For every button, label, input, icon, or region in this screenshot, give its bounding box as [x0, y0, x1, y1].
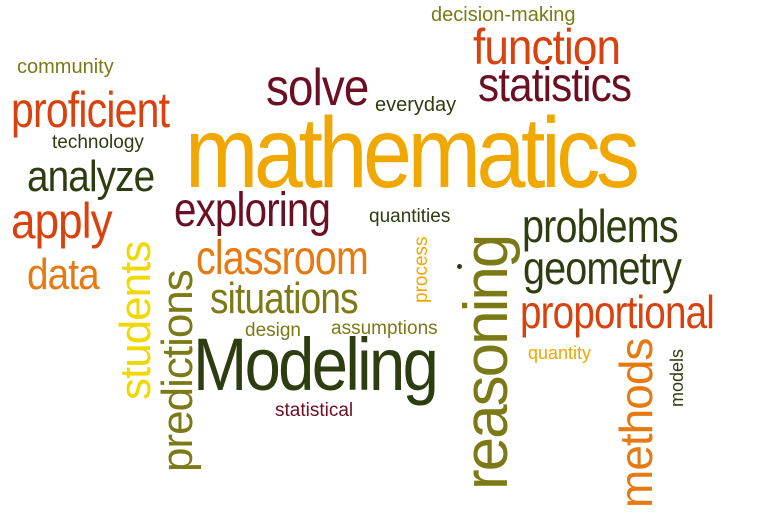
word-classroom: classroom	[196, 232, 369, 285]
word-community: community	[17, 56, 114, 78]
word-geometry: geometry	[523, 242, 682, 294]
word-solve: solve	[266, 59, 369, 117]
word-process: process	[411, 236, 432, 303]
word-predictions: predictions	[153, 270, 202, 472]
word-exploring: exploring	[174, 184, 331, 237]
word-everyday: everyday	[375, 94, 457, 116]
dot-decoration	[457, 264, 462, 269]
word-design: design	[245, 320, 301, 341]
word-situations: situations	[210, 274, 359, 323]
word-proportional: proportional	[520, 286, 715, 338]
word-apply: apply	[11, 193, 113, 249]
word-quantities: quantities	[369, 206, 451, 227]
word-function: function	[473, 19, 621, 75]
word-students: students	[111, 241, 160, 400]
word-mathematics: mathematics	[185, 97, 640, 209]
word-problems: problems	[522, 200, 679, 252]
word-modeling: Modeling	[193, 323, 439, 406]
word-models: models	[667, 348, 687, 407]
word-data: data	[27, 250, 100, 299]
word-decision-making: decision-making	[431, 4, 576, 26]
word-methods: methods	[610, 338, 662, 508]
word-technology: technology	[52, 132, 144, 153]
word-quantity: quantity	[528, 343, 592, 363]
word-analyze: analyze	[27, 152, 155, 201]
word-reasoning: reasoning	[452, 235, 521, 490]
word-statistical: statistical	[275, 400, 354, 421]
word-assumptions: assumptions	[331, 318, 438, 339]
word-statistics: statistics	[478, 59, 632, 112]
word-proficient: proficient	[11, 82, 170, 138]
